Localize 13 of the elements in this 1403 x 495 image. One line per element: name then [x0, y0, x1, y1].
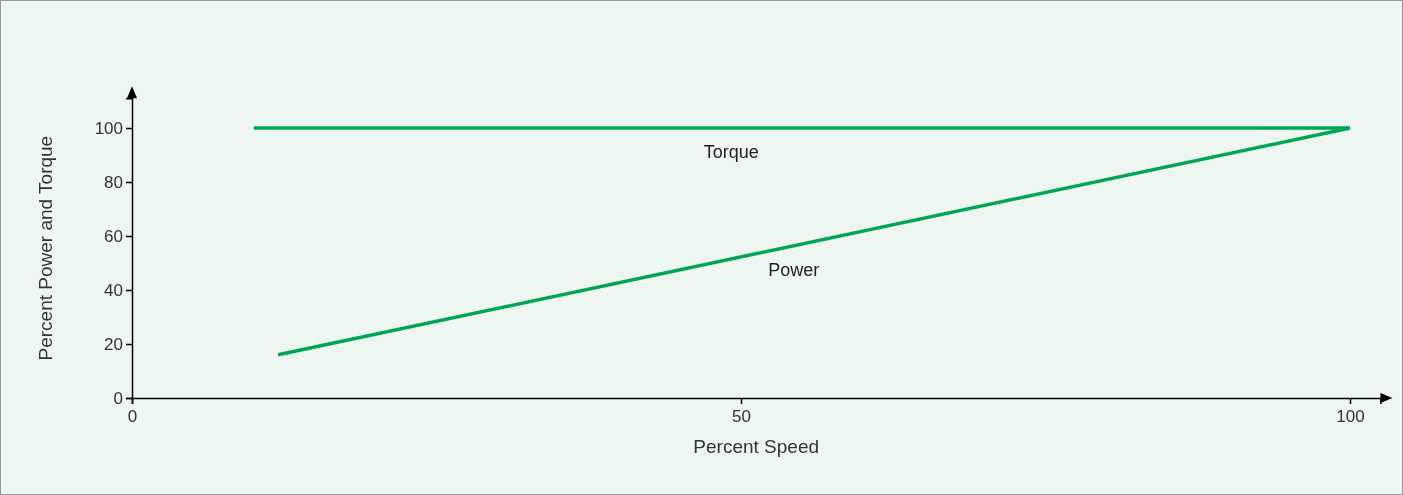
series-label: Torque — [703, 142, 759, 162]
y-tick-label: 80 — [104, 172, 123, 192]
x-tick-label: 100 — [1336, 407, 1365, 427]
y-axis-title: Percent Power and Torque — [35, 135, 56, 361]
y-tick-label: 60 — [104, 226, 123, 246]
y-tick-label: 0 — [113, 388, 123, 408]
x-tick-label: 50 — [732, 407, 751, 427]
x-axis-title: Percent Speed — [693, 436, 820, 457]
series-label: Power — [768, 259, 820, 280]
y-tick-label: 100 — [94, 118, 123, 138]
y-tick-label: 40 — [104, 280, 123, 300]
x-tick-label: 0 — [127, 407, 138, 427]
y-tick-label: 20 — [104, 334, 123, 354]
